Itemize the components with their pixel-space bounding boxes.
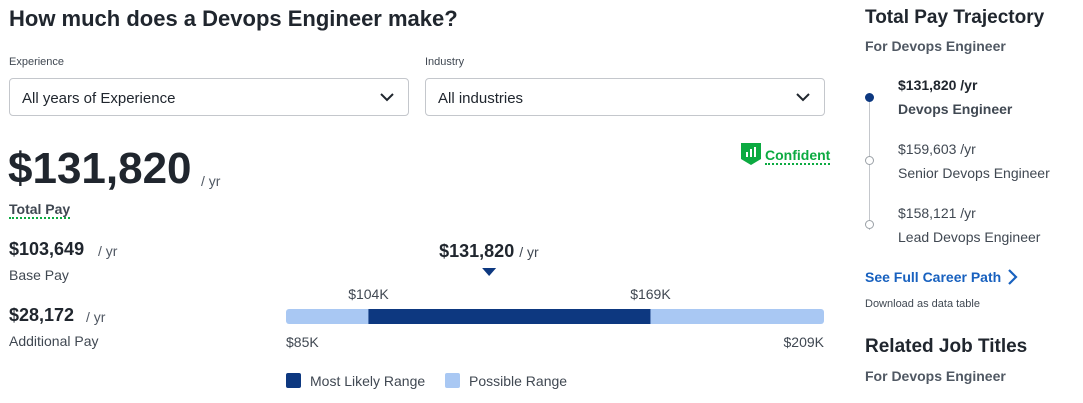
step-pay: $159,603 /yr — [898, 141, 976, 157]
possible-range-label: $85K — [286, 334, 319, 350]
filter-label: Experience — [9, 56, 65, 68]
median-label: $131,820 — [439, 241, 514, 261]
median-marker — [482, 268, 497, 276]
step-pay: $131,820 /yr — [898, 77, 978, 93]
additional-pay-amount: $28,172 — [9, 305, 75, 325]
filter-label: Industry — [425, 56, 465, 68]
confidence-icon — [741, 143, 761, 165]
sidebar-title: Total Pay Trajectory — [865, 7, 1045, 28]
additional-pay-label: Additional Pay — [9, 333, 99, 349]
unit: / yr — [86, 309, 106, 325]
step-role: Devops Engineer — [898, 101, 1013, 117]
legend-label: Most Likely Range — [310, 373, 425, 389]
career-path-link[interactable]: See Full Career Path — [865, 269, 1002, 285]
sidebar-subtitle: For Devops Engineer — [865, 38, 1006, 54]
likely-range-label: $104K — [348, 286, 389, 302]
related-title: Related Job Titles — [865, 336, 1028, 357]
dropdown[interactable]: All industries — [425, 78, 825, 116]
link-arrow — [1008, 269, 1018, 285]
page-title: How much does a Devops Engineer make? — [9, 6, 458, 31]
timeline — [869, 100, 870, 230]
total-pay-amount: $131,820 — [8, 144, 192, 193]
unit: / yr — [201, 173, 221, 189]
dropdown-value: All years of Experience — [22, 90, 176, 107]
unit: / yr — [98, 243, 118, 259]
confidence-label[interactable]: Confident — [765, 147, 831, 165]
pay-range: $104K $169K $85K $209K $131,820 / yr Most Like… — [286, 241, 825, 389]
step-role: Senior Devops Engineer — [898, 165, 1050, 181]
legend-label: Possible Range — [469, 373, 567, 389]
timeline-dot — [865, 93, 874, 102]
base-pay-amount: $103,649 — [9, 239, 85, 259]
likely-range-bar — [368, 309, 651, 324]
chevron — [796, 93, 810, 102]
step-pay: $158,121 /yr — [898, 205, 976, 221]
chevron — [380, 93, 394, 102]
likely-range-label: $169K — [630, 286, 671, 302]
dropdown[interactable]: All years of Experience — [9, 78, 409, 116]
timeline-dot — [865, 156, 874, 165]
median-unit: / yr — [519, 244, 539, 260]
total-pay-label[interactable]: Total Pay — [9, 201, 71, 219]
possible-range-label: $209K — [784, 334, 825, 350]
base-pay-label: Base Pay — [9, 267, 69, 283]
dropdown-value: All industries — [438, 90, 524, 107]
legend-swatch — [286, 373, 301, 388]
legend-swatch — [445, 373, 460, 388]
download-link[interactable]: Download as data table — [865, 298, 980, 310]
timeline-dot — [865, 220, 874, 229]
step-role: Lead Devops Engineer — [898, 229, 1041, 245]
related-subtitle: For Devops Engineer — [865, 368, 1006, 384]
